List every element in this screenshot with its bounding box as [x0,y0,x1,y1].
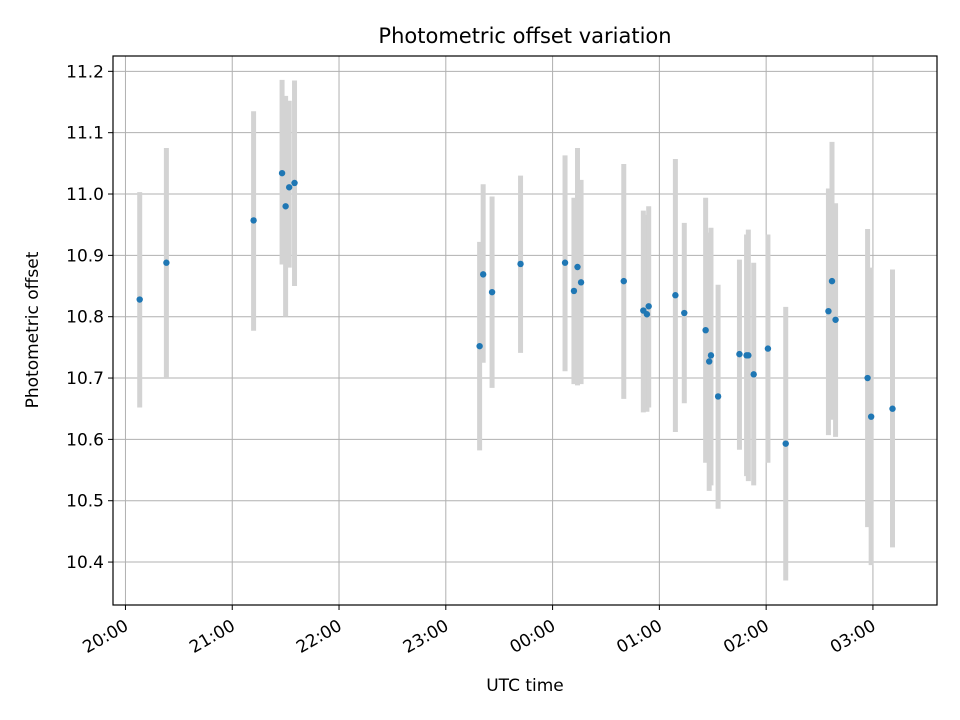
data-point [764,345,772,352]
data-point [643,311,651,318]
data-point [291,179,298,187]
y-tick-label: 11.1 [66,124,104,144]
y-axis-ticks: 10.4 10.5 10.6 10.7 10.8 10.9 11.0 11.1 11.2 [66,62,113,573]
y-tick-label: 11.0 [66,185,104,205]
data-point [705,358,713,365]
data-point [250,217,257,224]
data-point [488,288,496,296]
x-axis-label: UTC time [486,676,564,696]
data-point [136,296,143,303]
y-tick-label: 10.4 [66,553,104,573]
data-point [479,271,487,278]
data-point [714,393,722,400]
chart-title: Photometric offset variation [378,24,671,48]
data-point [577,279,585,286]
data-point [620,277,627,285]
data-point [750,371,757,378]
data-point [832,316,839,323]
data-point [570,287,578,295]
data-point [707,352,715,359]
grid [113,56,937,605]
data-point [672,292,679,299]
y-tick-label: 10.8 [66,308,104,328]
data-point [867,413,875,420]
data-point [645,303,652,310]
data-point [864,374,871,382]
data-point [282,203,289,210]
data-point [285,184,293,191]
data-point [561,259,569,266]
y-tick-label: 10.9 [66,246,104,266]
plot-frame [112,55,938,606]
data-points [136,169,896,447]
data-point [736,350,743,358]
data-point [681,309,688,317]
y-tick-label: 10.5 [66,492,104,512]
data-point [278,169,286,177]
data-point [745,352,752,359]
y-axis-label: Photometric offset [23,251,43,408]
y-tick-label: 11.2 [66,62,104,82]
data-point [825,307,832,315]
data-point [574,263,581,271]
data-point [889,405,896,412]
data-point [163,259,170,266]
data-point [782,440,789,447]
data-point [828,277,836,285]
data-point [517,260,524,268]
y-tick-label: 10.7 [66,369,104,389]
y-tick-label: 10.6 [66,430,104,450]
data-point [702,326,709,334]
data-point [476,342,483,350]
